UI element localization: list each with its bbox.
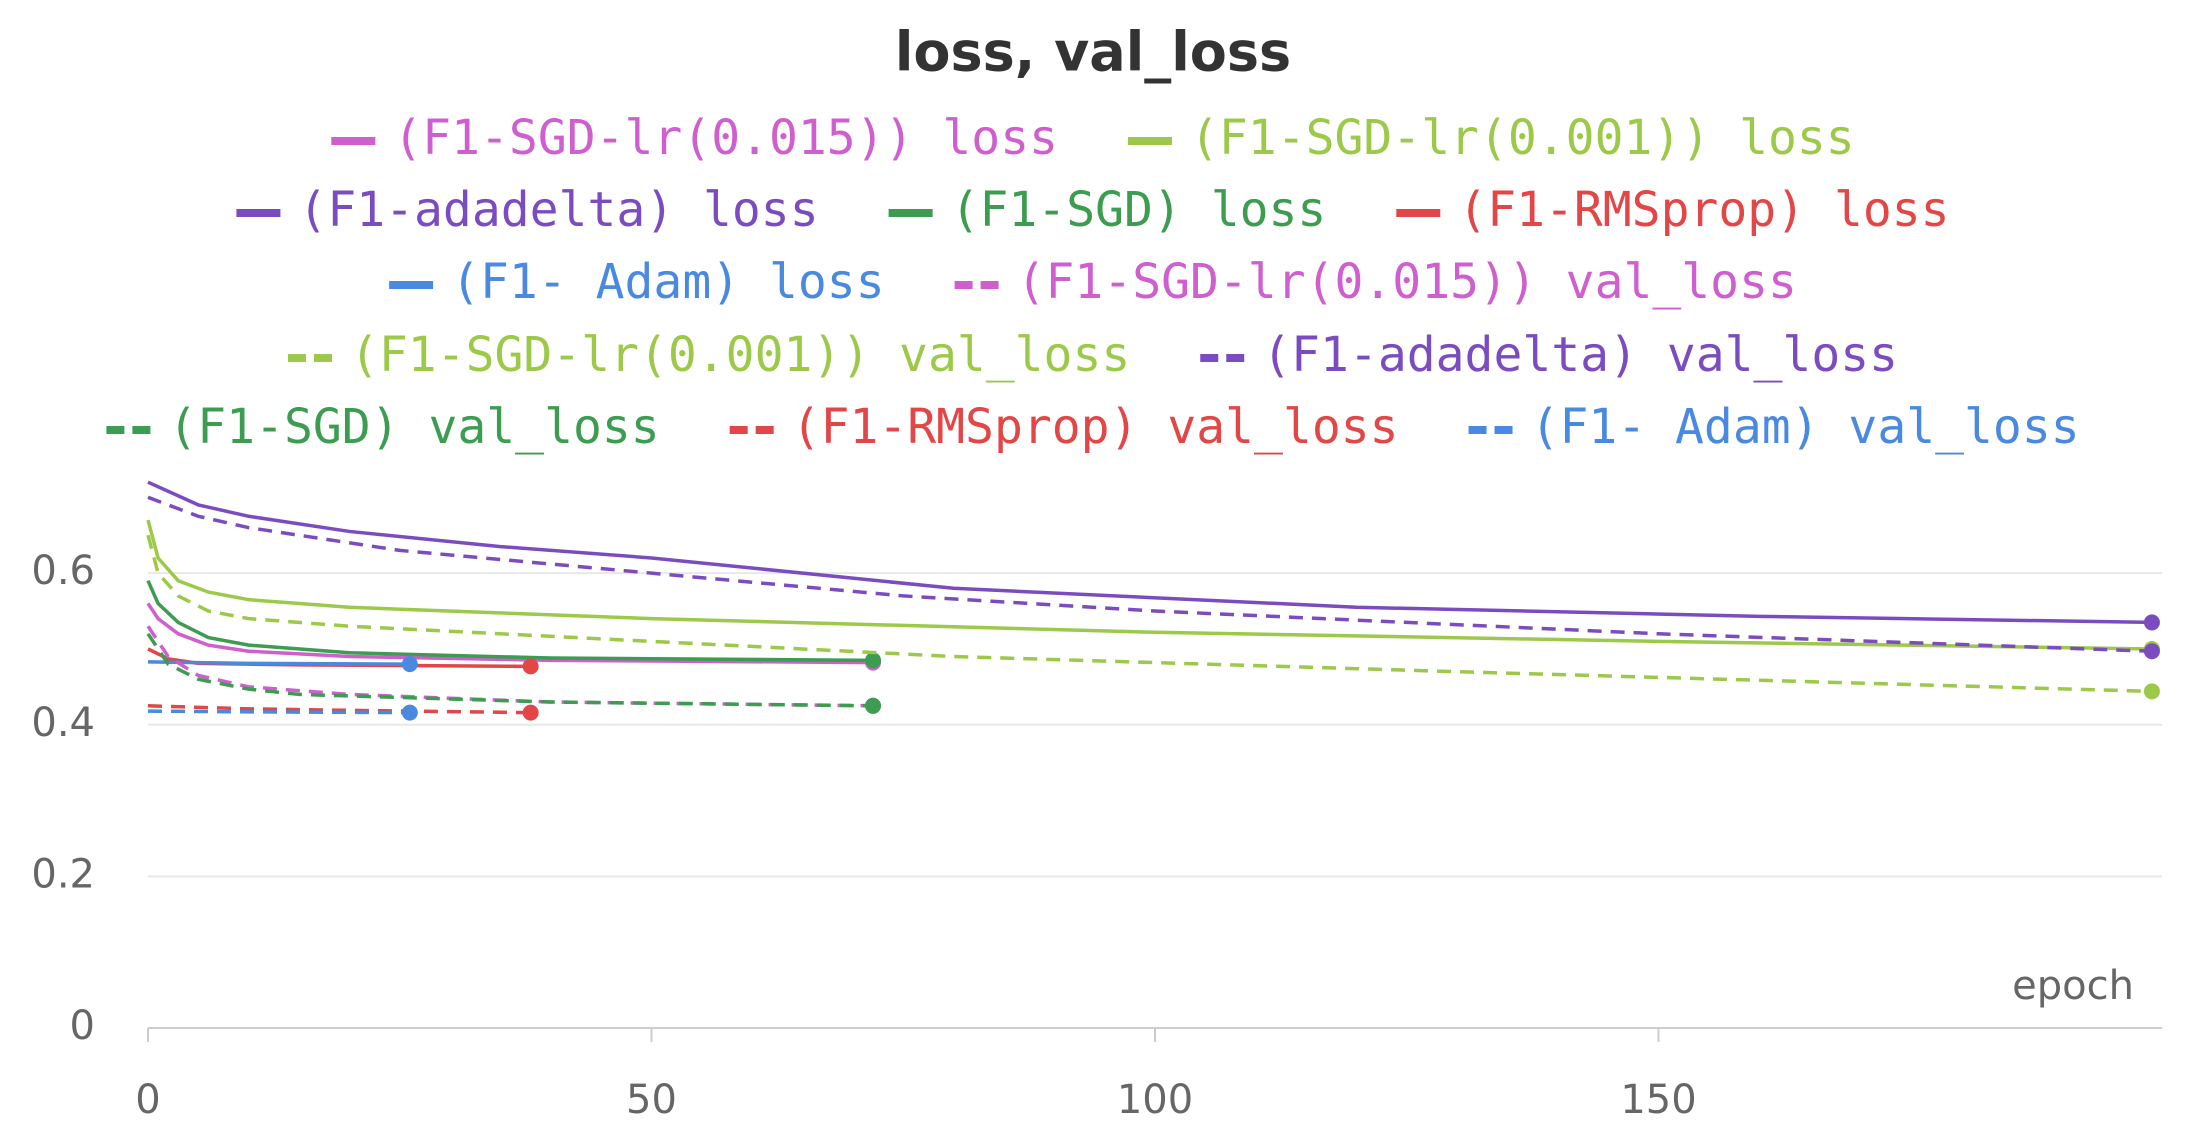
x-tick-label: 0 [135, 1077, 160, 1123]
end-dot [2143, 643, 2160, 660]
legend-label: (F1-SGD-lr(0.015)) loss [393, 110, 1058, 166]
x-tick-label: 150 [1620, 1077, 1696, 1123]
end-dot [865, 697, 882, 714]
legend-label: (F1-SGD-lr(0.001)) loss [1190, 110, 1855, 166]
legend-label: (F1- Adam) val_loss [1531, 399, 2080, 455]
end-dot [865, 652, 882, 669]
series-line [146, 534, 2152, 694]
y-tick-label: 0 [70, 1003, 95, 1049]
y-tick-label: 0.2 [31, 851, 95, 897]
end-dot [2143, 614, 2160, 631]
legend-label: (F1-adadelta) loss [298, 182, 818, 238]
x-tick-label: 100 [1117, 1077, 1193, 1123]
series-line [146, 580, 874, 663]
legend-row: (F1-SGD) val_loss (F1-RMSprop) val_loss (F… [106, 399, 2080, 455]
x-axis-label: epoch [2012, 963, 2134, 1009]
end-dot [2143, 683, 2160, 700]
end-dot [401, 704, 418, 721]
legend-label: (F1-RMSprop) val_loss [792, 399, 1399, 455]
series-line [147, 709, 410, 715]
legend-label: (F1- Adam) loss [451, 254, 884, 310]
series-line [146, 519, 2152, 651]
y-tick-label: 0.6 [31, 548, 95, 594]
series-line [146, 602, 874, 665]
legend-label: (F1-SGD-lr(0.015)) val_loss [1017, 254, 1797, 310]
series-line [147, 704, 531, 715]
legend-row: (F1-SGD-lr(0.015)) loss (F1-SGD-lr(0.001)… [331, 110, 1855, 166]
end-dot [522, 658, 539, 675]
legend-label: (F1-SGD) loss [951, 182, 1327, 238]
end-dot [401, 656, 418, 673]
legend-label: (F1-RMSprop) loss [1458, 182, 1949, 238]
y-tick-label: 0.4 [31, 700, 95, 746]
legend-label: (F1-SGD) val_loss [168, 399, 659, 455]
x-tick-label: 50 [626, 1077, 677, 1123]
legend-row: (F1-SGD-lr(0.001)) val_loss (F1-adadelta)… [287, 327, 1898, 383]
series-line [147, 660, 410, 666]
legend-row: (F1-adadelta) loss (F1-SGD) loss (F1-RMSpr… [236, 182, 1950, 238]
series-line [146, 632, 874, 708]
end-dot [522, 704, 539, 721]
series-line [147, 480, 2152, 625]
legend-label: (F1-adadelta) val_loss [1262, 327, 1898, 383]
chart-title: loss, val_loss [895, 21, 1291, 84]
legend-row: (F1- Adam) loss (F1-SGD-lr(0.015)) val_lo… [389, 254, 1797, 310]
legend-label: (F1-SGD-lr(0.001)) val_loss [350, 327, 1130, 383]
series-line [147, 495, 2152, 653]
